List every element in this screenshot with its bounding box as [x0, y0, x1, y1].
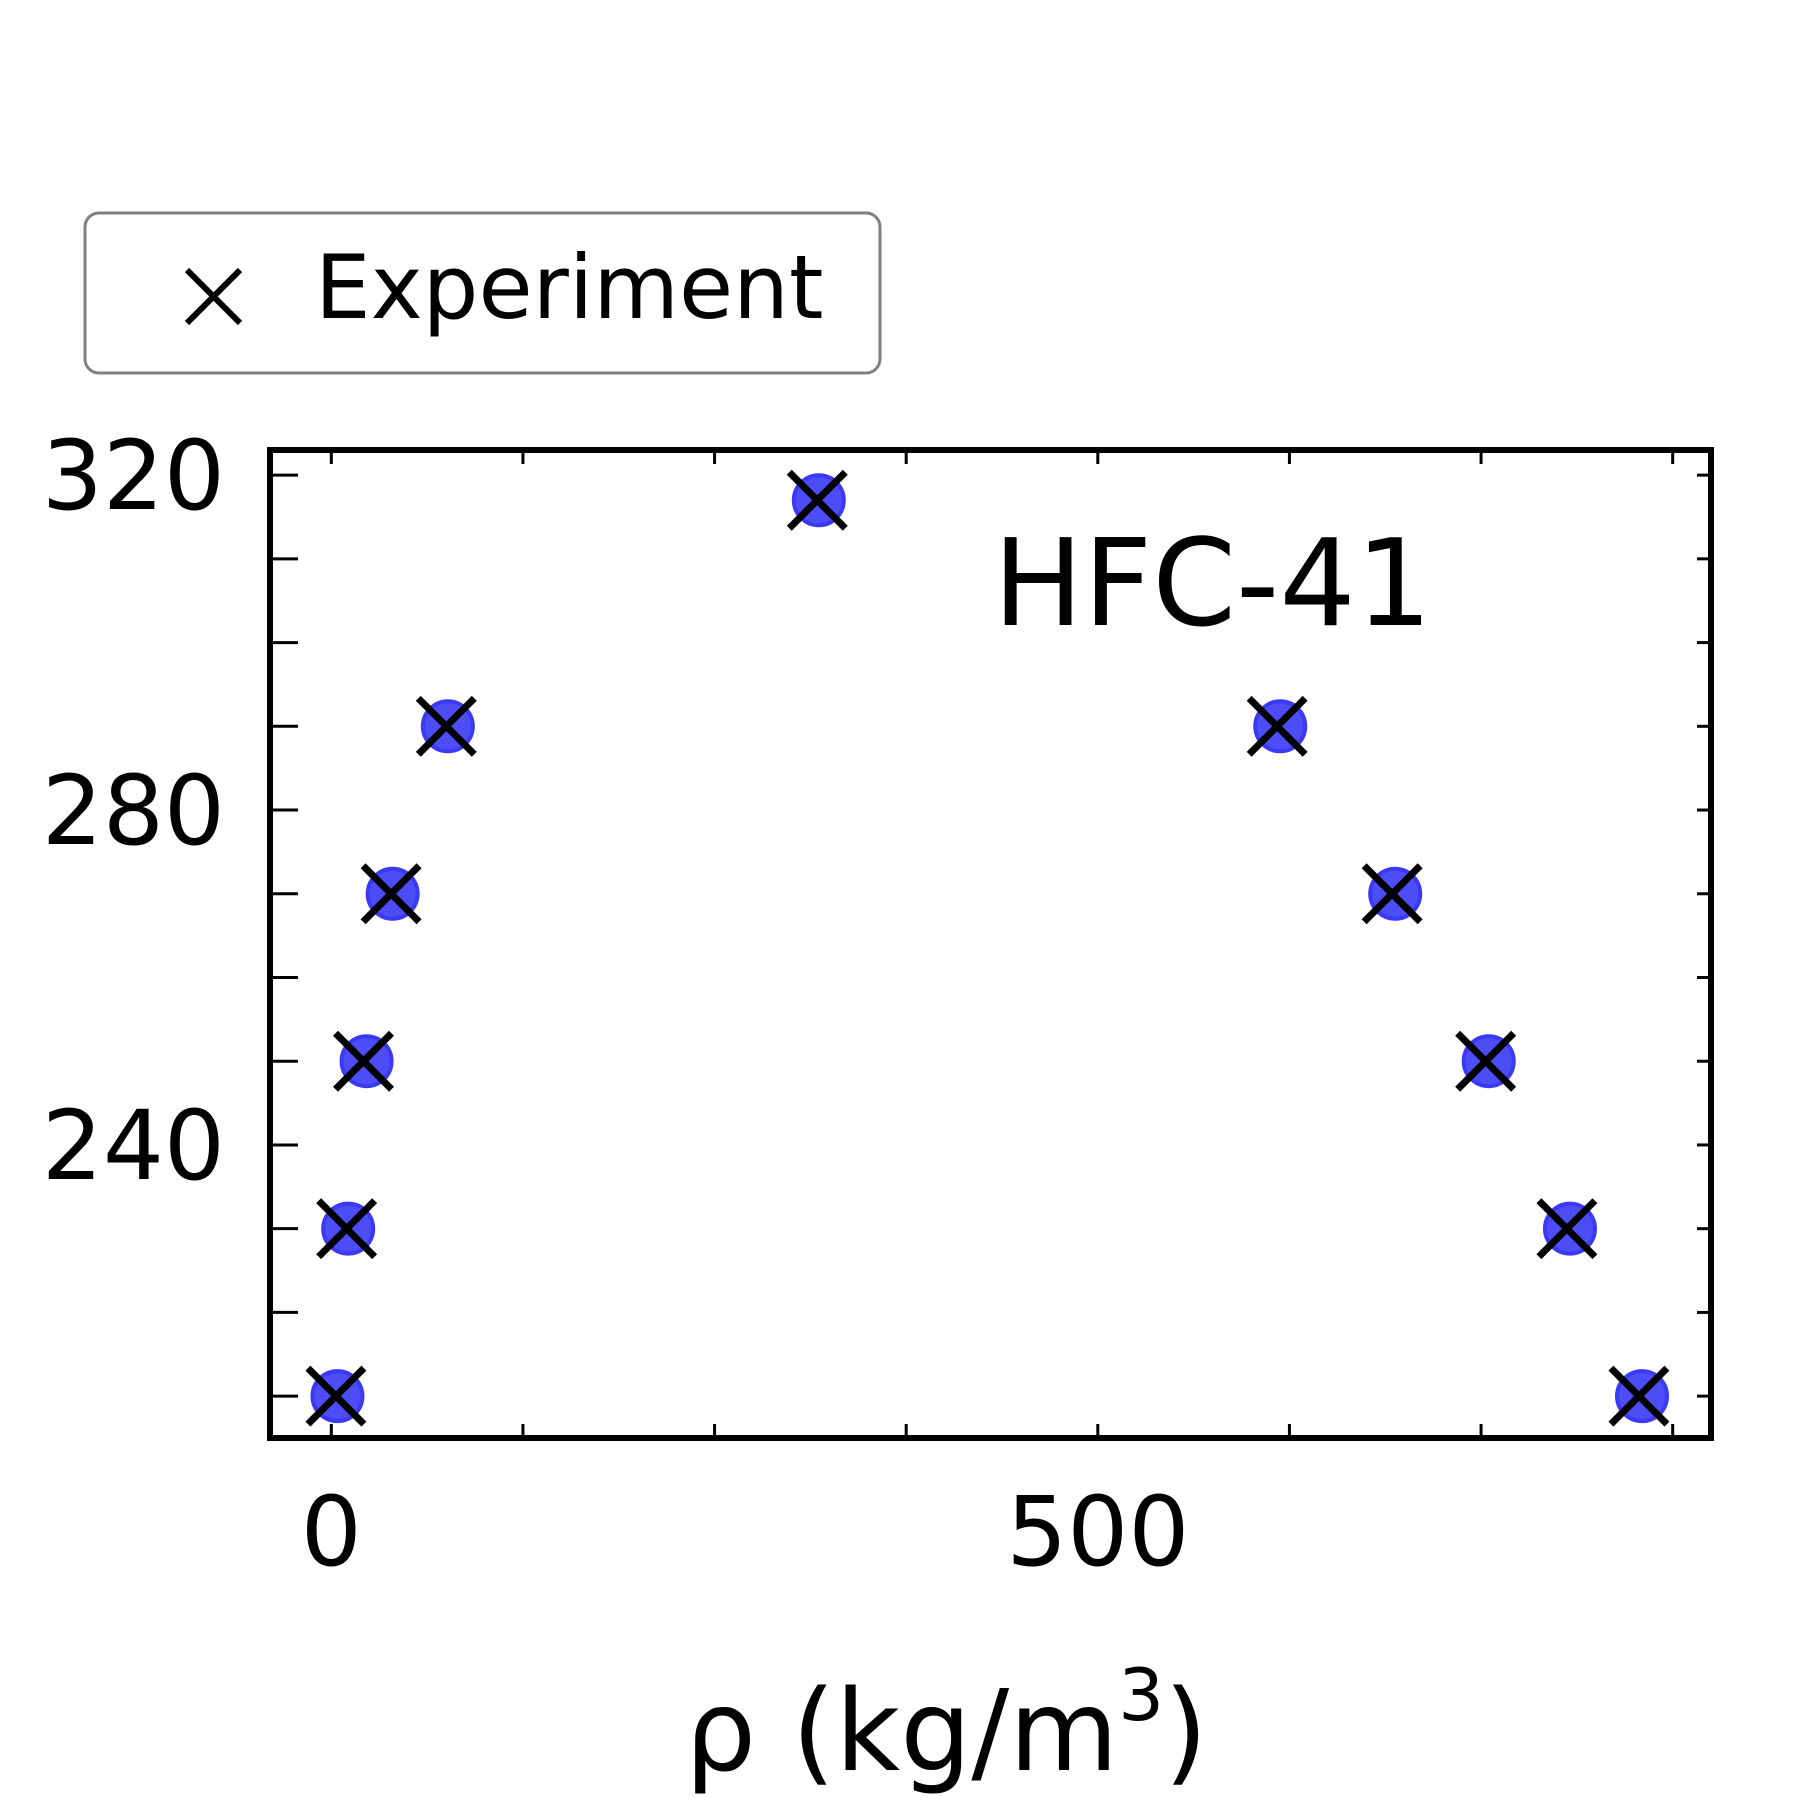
- experiment-point-9-stroke-b: [1536, 1198, 1598, 1260]
- experiment-point-8-stroke-b: [1455, 1030, 1517, 1092]
- y-tick-label-2: 320: [42, 420, 225, 532]
- y-tick-label-0: 240: [42, 1090, 225, 1202]
- legend: Experiment: [83, 211, 882, 375]
- y-tick-labels: 240 280 320: [42, 420, 225, 1202]
- experiment-point-7: [1361, 863, 1423, 925]
- experiment-point-5-stroke-b: [786, 469, 848, 531]
- x-tick-label-1: 500: [1006, 1476, 1189, 1588]
- experiment-point-0: [305, 1365, 367, 1427]
- x-tick-labels: 0 500: [301, 1476, 1190, 1588]
- legend-label-experiment: Experiment: [315, 236, 823, 339]
- experiment-point-2: [333, 1030, 394, 1092]
- x-axis-label: ρ (kg/m3): [685, 1653, 1208, 1797]
- x-axis-label-main: ρ (kg/m: [685, 1667, 1118, 1797]
- experiment-point-0-stroke-b: [305, 1365, 367, 1427]
- experiment-point-2-stroke-b: [333, 1030, 394, 1092]
- experiment-point-3-stroke-b: [360, 863, 422, 925]
- legend-box: [83, 211, 882, 375]
- plot-frame: [267, 447, 1714, 1441]
- experiment-point-4: [415, 695, 477, 757]
- plot-area: [270, 450, 1711, 1438]
- experiment-point-3: [360, 863, 422, 925]
- data-points: [305, 469, 1670, 1427]
- experiment-point-8: [1455, 1030, 1517, 1092]
- experiment-point-9: [1536, 1198, 1598, 1260]
- experiment-point-1: [316, 1198, 378, 1260]
- experiment-point-10-stroke-b: [1608, 1365, 1670, 1427]
- x-tick-label-0: 0: [301, 1476, 362, 1588]
- experiment-point-5: [786, 469, 848, 531]
- x-axis-label-suffix: ): [1164, 1667, 1208, 1797]
- y-tick-label-1: 280: [42, 755, 225, 867]
- experiment-point-4-stroke-b: [415, 695, 477, 757]
- experiment-point-6: [1246, 695, 1308, 757]
- experiment-point-1-stroke-b: [316, 1198, 378, 1260]
- experiment-point-6-stroke-b: [1246, 695, 1308, 757]
- experiment-point-7-stroke-b: [1361, 863, 1423, 925]
- legend-x-marker-icon: [184, 267, 243, 326]
- x-axis-label-superscript: 3: [1118, 1653, 1164, 1737]
- experiment-point-10: [1608, 1365, 1670, 1427]
- chart-annotation: HFC-41: [993, 515, 1432, 654]
